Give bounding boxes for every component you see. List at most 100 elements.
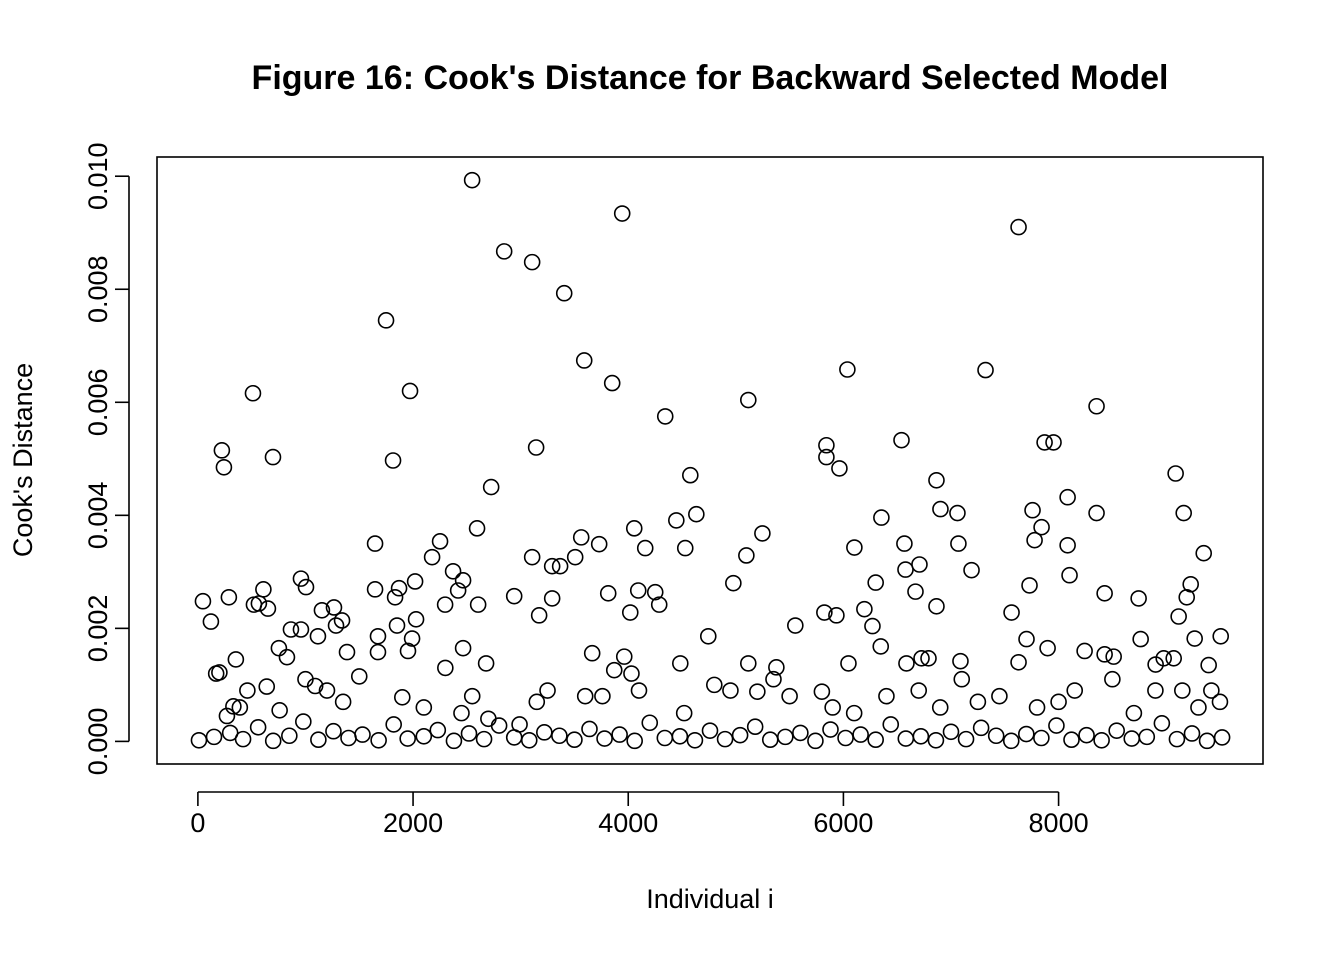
y-tick-label: 0.004 <box>83 482 113 550</box>
point <box>207 665 225 682</box>
point <box>893 431 910 449</box>
point <box>415 728 433 745</box>
point <box>953 670 971 688</box>
point <box>278 648 296 666</box>
point <box>603 374 621 392</box>
point <box>630 682 648 699</box>
point <box>864 617 881 635</box>
point <box>596 730 613 747</box>
point <box>1147 656 1164 673</box>
point <box>1190 699 1207 716</box>
point <box>594 687 611 705</box>
point <box>846 539 863 556</box>
point <box>431 533 449 550</box>
point <box>1026 531 1043 549</box>
point <box>463 171 481 189</box>
point <box>824 699 841 716</box>
point <box>264 448 282 466</box>
point <box>725 574 742 592</box>
point <box>325 722 342 740</box>
y-tick-label: 0.006 <box>83 368 113 436</box>
point <box>393 689 411 706</box>
point <box>839 361 856 378</box>
point <box>1138 728 1156 746</box>
point <box>816 604 833 621</box>
point <box>1045 434 1062 451</box>
point <box>468 520 486 537</box>
point <box>777 728 794 746</box>
point <box>469 596 487 613</box>
point <box>227 651 245 668</box>
point <box>928 598 945 615</box>
point <box>333 612 351 629</box>
point <box>271 702 288 719</box>
point <box>539 682 556 699</box>
point <box>650 596 668 613</box>
point <box>530 607 548 624</box>
point <box>555 284 573 302</box>
point <box>807 732 824 750</box>
point <box>1010 218 1027 236</box>
point <box>991 687 1008 705</box>
point <box>340 729 357 747</box>
point <box>505 587 523 605</box>
point <box>475 730 493 748</box>
point <box>264 732 282 750</box>
point <box>977 361 994 379</box>
point <box>1066 682 1084 699</box>
point <box>699 627 717 645</box>
point <box>234 730 252 748</box>
point <box>527 439 545 456</box>
x-tick-label: 8000 <box>1029 808 1089 838</box>
y-tick-label: 0.010 <box>83 142 113 210</box>
point <box>386 588 404 606</box>
point <box>787 617 804 634</box>
point <box>987 727 1005 745</box>
point <box>313 601 331 619</box>
point <box>460 725 478 742</box>
point <box>334 693 352 711</box>
point <box>572 529 590 546</box>
chart-title: Figure 16: Cook's Distance for Backward … <box>252 59 1169 97</box>
point <box>1039 639 1056 657</box>
point <box>1078 726 1095 744</box>
x-tick-label: 2000 <box>383 808 443 838</box>
point <box>656 408 674 425</box>
point <box>318 682 336 699</box>
point <box>575 352 593 369</box>
point <box>1132 630 1149 648</box>
point <box>281 727 298 745</box>
point <box>350 668 368 685</box>
point <box>1061 566 1078 584</box>
point <box>429 721 447 739</box>
point <box>1088 397 1105 415</box>
point <box>282 621 300 638</box>
point <box>740 391 757 409</box>
point <box>840 655 857 672</box>
point <box>611 726 628 743</box>
point <box>370 731 387 749</box>
point <box>1211 693 1229 711</box>
point <box>897 730 915 747</box>
point <box>437 659 454 677</box>
point <box>490 717 508 734</box>
point <box>837 729 854 747</box>
point <box>399 730 416 747</box>
point <box>213 442 231 459</box>
point <box>444 562 462 580</box>
point <box>399 642 417 660</box>
point <box>454 572 472 589</box>
point <box>536 724 553 741</box>
point <box>551 727 568 745</box>
point <box>1123 730 1141 747</box>
point <box>932 500 949 518</box>
point <box>615 648 633 665</box>
point <box>1036 434 1053 451</box>
point <box>1021 577 1038 594</box>
point <box>215 458 233 476</box>
point <box>231 699 249 716</box>
point <box>453 704 470 722</box>
point <box>1153 715 1171 732</box>
point <box>872 638 890 655</box>
point <box>845 704 863 722</box>
